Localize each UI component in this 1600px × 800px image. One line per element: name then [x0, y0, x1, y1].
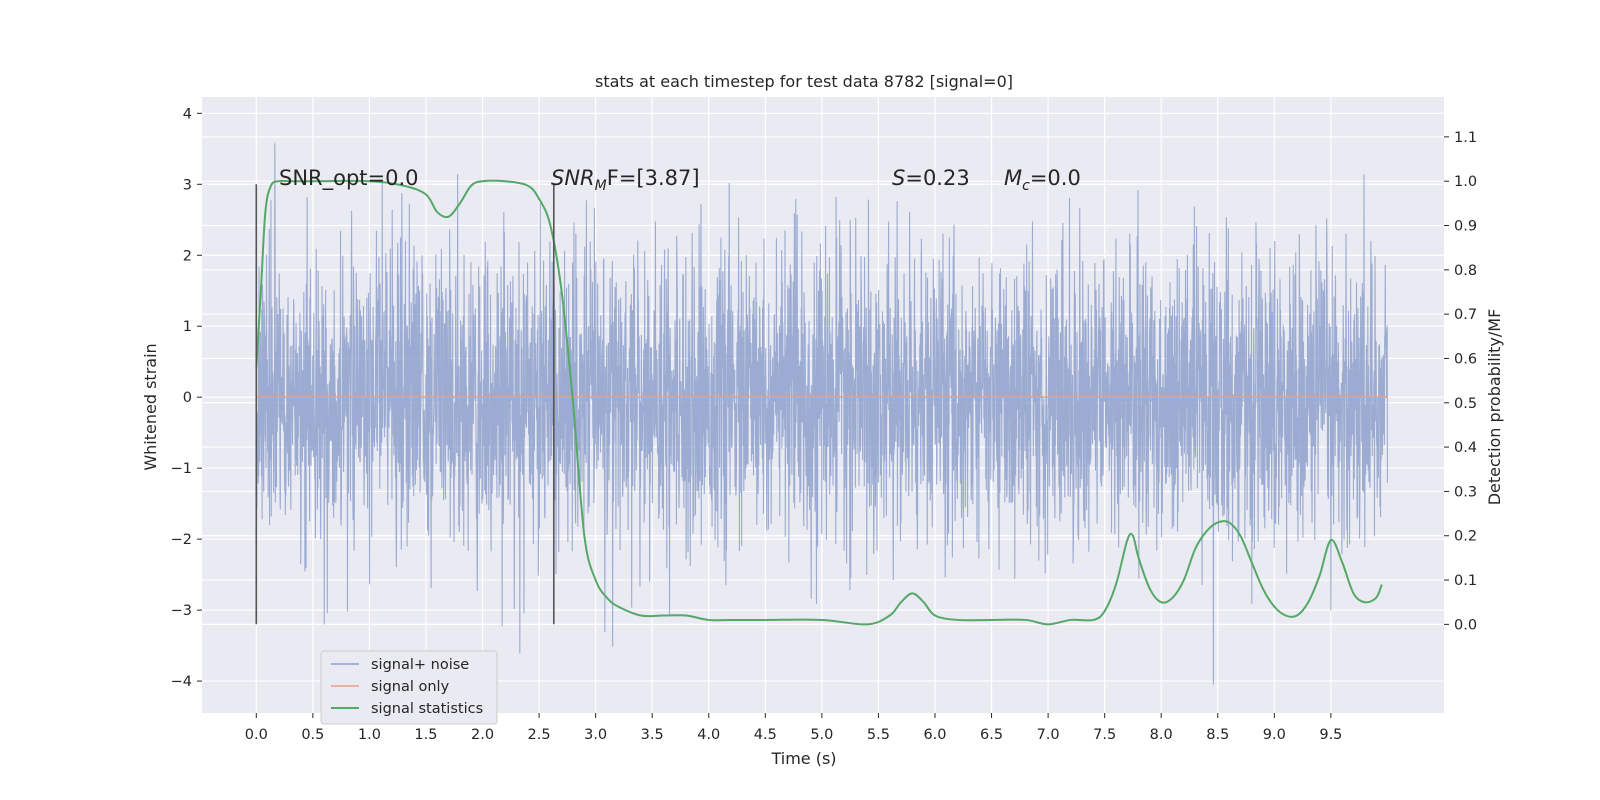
annotation-s-value: S=0.23	[892, 166, 970, 190]
y2-tick-label: 0.6	[1454, 351, 1477, 367]
x-tick-label: 9.5	[1319, 727, 1342, 743]
y-tick-label: −4	[171, 674, 192, 690]
x-tick-label: 1.0	[358, 727, 381, 743]
legend-label: signal+ noise	[371, 657, 469, 673]
y-tick-label: 2	[183, 248, 192, 264]
x-tick-label: 6.5	[980, 727, 1003, 743]
legend: signal+ noise signal only signal statistic…	[320, 650, 498, 725]
annotations: SNR_opt=0.0 SNRMF=[3.87] S=0.23 Mc=0.0	[279, 166, 1081, 194]
y2-tick-label: 0.0	[1454, 617, 1477, 633]
y-tick-label: −3	[171, 603, 192, 619]
y2-axis-label: Detection probability/MF	[1485, 309, 1504, 506]
y2-tick-label: 0.4	[1454, 440, 1477, 456]
x-tick-label: 4.0	[697, 727, 720, 743]
x-tick-label: 1.5	[414, 727, 437, 743]
legend-box	[320, 650, 498, 725]
signal-statistics-line	[255, 179, 1383, 626]
x-tick-label: 6.0	[923, 727, 946, 743]
x-tick-label: 4.5	[754, 727, 777, 743]
x-tick-label: 0.5	[301, 727, 324, 743]
y-tick-label: 1	[183, 319, 192, 335]
x-tick-label: 2.5	[528, 727, 551, 743]
x-tick-label: 7.5	[1093, 727, 1116, 743]
x-tick-label: 8.0	[1150, 727, 1173, 743]
legend-label: signal statistics	[371, 701, 483, 717]
y2-tick-label: 0.1	[1454, 573, 1477, 589]
y-axis-label: Whitened strain	[141, 343, 160, 470]
signal-plus-noise-line	[255, 143, 1388, 685]
signal-statistics-series	[255, 179, 1383, 626]
x-tick-label: 8.5	[1206, 727, 1229, 743]
x-tick-label: 0.0	[245, 727, 268, 743]
y2-tick-label: 0.8	[1454, 263, 1477, 279]
y2-tick-label: 0.5	[1454, 396, 1477, 412]
annotation-mc-value: Mc=0.0	[1004, 166, 1081, 194]
y2-tick-label: 0.9	[1454, 219, 1477, 235]
y2-tick-label: 0.2	[1454, 529, 1477, 545]
y2-axis-ticks: 1.1 1.0 0.9 0.8 0.7 0.6 0.5 0.4 0.3 0.2 0.1 0.0	[1444, 130, 1477, 633]
x-tick-label: 7.0	[1037, 727, 1060, 743]
y-tick-label: 3	[183, 177, 192, 193]
chart-title: stats at each timestep for test data 878…	[595, 72, 1013, 91]
x-tick-label: 5.0	[810, 727, 833, 743]
y2-tick-label: 1.0	[1454, 174, 1477, 190]
legend-label: signal only	[371, 679, 450, 695]
x-tick-label: 5.5	[867, 727, 890, 743]
y2-tick-label: 0.7	[1454, 307, 1477, 323]
y-tick-label: 4	[183, 106, 192, 122]
x-tick-label: 2.0	[471, 727, 494, 743]
vertical-markers	[255, 184, 555, 625]
y-tick-label: −1	[171, 461, 192, 477]
y2-tick-label: 1.1	[1454, 130, 1477, 146]
annotation-snr-opt: SNR_opt=0.0	[279, 166, 419, 191]
x-axis-ticks: 0.0 0.5 1.0 1.5 2.0 2.5 3.0 3.5 4.0 4.5 5.0 5.5 6.0 6…	[245, 713, 1342, 743]
signal-plus-noise-series	[255, 143, 1388, 685]
x-tick-label: 9.0	[1263, 727, 1286, 743]
x-tick-label: 3.5	[641, 727, 664, 743]
y2-tick-label: 0.3	[1454, 484, 1477, 500]
x-tick-label: 3.0	[584, 727, 607, 743]
y-tick-label: 0	[183, 390, 192, 406]
y-axis-ticks: 4 3 2 1 0 −1 −2 −3 −4	[171, 106, 202, 690]
annotation-snr-mf: SNRMF=[3.87]	[551, 166, 700, 194]
y-tick-label: −2	[171, 532, 192, 548]
x-axis-label: Time (s)	[770, 749, 836, 768]
